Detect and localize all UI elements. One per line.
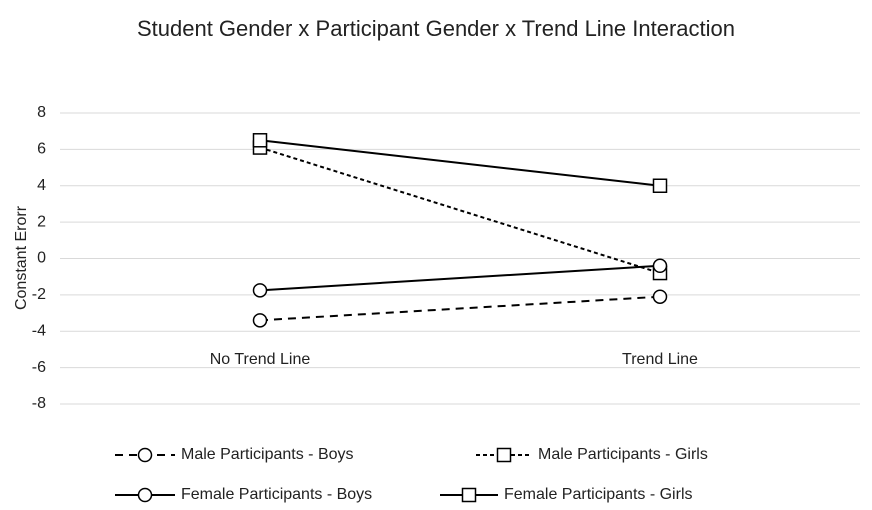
series-line — [259, 295, 661, 322]
legend-marker — [137, 487, 153, 503]
y-tick-label: 6 — [37, 141, 46, 158]
legend-label: Female Participants - Boys — [181, 486, 372, 503]
marker-circle — [652, 289, 668, 304]
marker-circle — [652, 258, 668, 274]
y-tick-label: -8 — [32, 395, 46, 412]
series-line — [259, 264, 661, 292]
marker-square — [652, 178, 668, 193]
legend-marker — [496, 447, 512, 463]
chart-title: Student Gender x Participant Gender x Tr… — [136, 16, 736, 41]
y-tick-label: 2 — [37, 213, 46, 230]
y-tick-label: -2 — [32, 286, 46, 303]
legend-label: Male Participants - Boys — [181, 446, 354, 463]
legend-label: Male Participants - Girls — [538, 446, 708, 463]
y-axis-label: Constant Erorr — [13, 205, 30, 310]
series-line — [259, 139, 661, 187]
legend-marker — [137, 447, 153, 463]
series-line — [259, 146, 661, 275]
legend-label: Female Participants - Girls — [504, 486, 693, 503]
legend-marker — [461, 487, 477, 503]
marker-circle — [252, 313, 268, 328]
marker-circle — [252, 283, 268, 298]
y-tick-label: 0 — [37, 250, 46, 267]
marker-square — [252, 133, 268, 148]
y-tick-label: -4 — [32, 322, 46, 339]
y-tick-label: -6 — [32, 359, 46, 376]
x-tick-label: Trend Line — [622, 351, 698, 368]
y-tick-label: 8 — [37, 104, 46, 121]
x-tick-label: No Trend Line — [210, 351, 311, 368]
y-tick-label: 4 — [37, 177, 46, 194]
